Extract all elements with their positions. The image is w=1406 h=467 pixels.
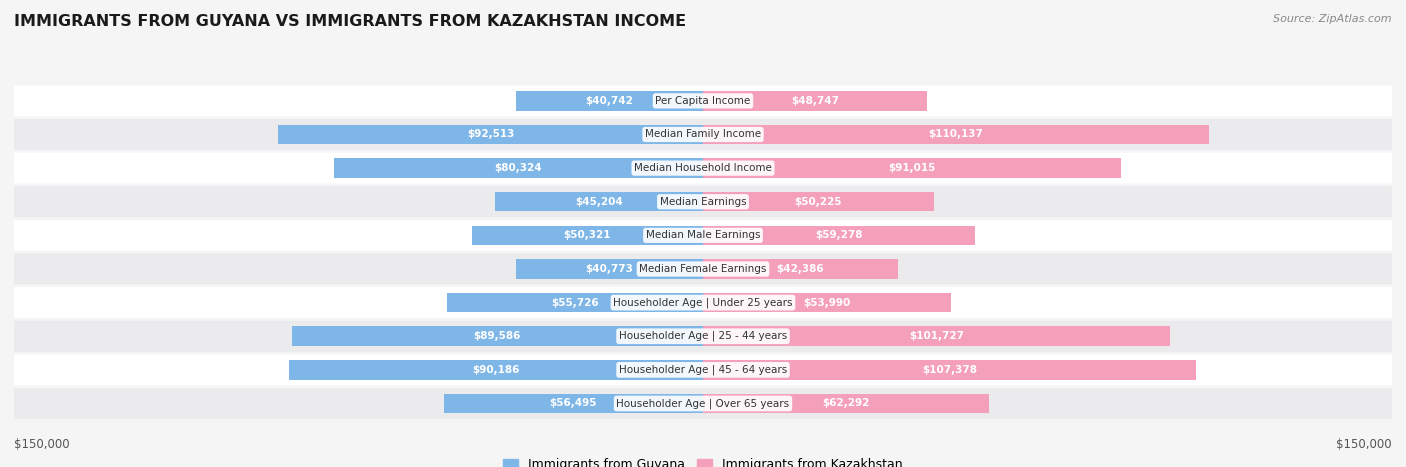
Bar: [703, 360, 1197, 380]
Bar: [703, 259, 897, 279]
Bar: [443, 394, 703, 413]
Bar: [703, 91, 927, 111]
FancyBboxPatch shape: [14, 321, 1392, 352]
Text: $107,378: $107,378: [922, 365, 977, 375]
Text: Householder Age | Under 25 years: Householder Age | Under 25 years: [613, 297, 793, 308]
Bar: [291, 326, 703, 346]
Text: Source: ZipAtlas.com: Source: ZipAtlas.com: [1274, 14, 1392, 24]
Text: $50,321: $50,321: [564, 230, 612, 241]
Bar: [703, 226, 976, 245]
Text: $53,990: $53,990: [803, 297, 851, 308]
Text: $45,204: $45,204: [575, 197, 623, 207]
Text: $55,726: $55,726: [551, 297, 599, 308]
Text: Median Female Earnings: Median Female Earnings: [640, 264, 766, 274]
Text: $40,742: $40,742: [585, 96, 633, 106]
Text: Householder Age | Over 65 years: Householder Age | Over 65 years: [616, 398, 790, 409]
Text: $150,000: $150,000: [14, 438, 70, 451]
Text: $48,747: $48,747: [792, 96, 839, 106]
Bar: [703, 293, 950, 312]
Bar: [288, 360, 703, 380]
FancyBboxPatch shape: [14, 153, 1392, 184]
FancyBboxPatch shape: [14, 186, 1392, 217]
Bar: [335, 158, 703, 178]
Text: Median Earnings: Median Earnings: [659, 197, 747, 207]
Bar: [447, 293, 703, 312]
Text: $40,773: $40,773: [585, 264, 633, 274]
Text: Median Household Income: Median Household Income: [634, 163, 772, 173]
FancyBboxPatch shape: [14, 354, 1392, 385]
FancyBboxPatch shape: [14, 119, 1392, 150]
Bar: [516, 91, 703, 111]
Text: $89,586: $89,586: [474, 331, 522, 341]
Bar: [703, 394, 988, 413]
FancyBboxPatch shape: [14, 220, 1392, 251]
Text: $150,000: $150,000: [1336, 438, 1392, 451]
Bar: [495, 192, 703, 212]
Text: Median Family Income: Median Family Income: [645, 129, 761, 140]
Bar: [703, 125, 1209, 144]
Text: Per Capita Income: Per Capita Income: [655, 96, 751, 106]
FancyBboxPatch shape: [14, 388, 1392, 419]
FancyBboxPatch shape: [14, 287, 1392, 318]
Bar: [703, 158, 1121, 178]
Text: Median Male Earnings: Median Male Earnings: [645, 230, 761, 241]
Legend: Immigrants from Guyana, Immigrants from Kazakhstan: Immigrants from Guyana, Immigrants from …: [498, 453, 908, 467]
FancyBboxPatch shape: [14, 85, 1392, 116]
Bar: [278, 125, 703, 144]
Text: $101,727: $101,727: [910, 331, 965, 341]
Bar: [703, 192, 934, 212]
Text: IMMIGRANTS FROM GUYANA VS IMMIGRANTS FROM KAZAKHSTAN INCOME: IMMIGRANTS FROM GUYANA VS IMMIGRANTS FRO…: [14, 14, 686, 29]
Text: Householder Age | 25 - 44 years: Householder Age | 25 - 44 years: [619, 331, 787, 341]
Bar: [516, 259, 703, 279]
Bar: [703, 326, 1170, 346]
Text: $91,015: $91,015: [889, 163, 936, 173]
Text: $92,513: $92,513: [467, 129, 515, 140]
Text: $42,386: $42,386: [776, 264, 824, 274]
Bar: [472, 226, 703, 245]
Text: $80,324: $80,324: [495, 163, 543, 173]
FancyBboxPatch shape: [14, 254, 1392, 284]
Text: $90,186: $90,186: [472, 365, 520, 375]
Text: $56,495: $56,495: [550, 398, 598, 409]
Text: $110,137: $110,137: [928, 129, 983, 140]
Text: $59,278: $59,278: [815, 230, 863, 241]
Text: $50,225: $50,225: [794, 197, 842, 207]
Text: $62,292: $62,292: [823, 398, 870, 409]
Text: Householder Age | 45 - 64 years: Householder Age | 45 - 64 years: [619, 365, 787, 375]
